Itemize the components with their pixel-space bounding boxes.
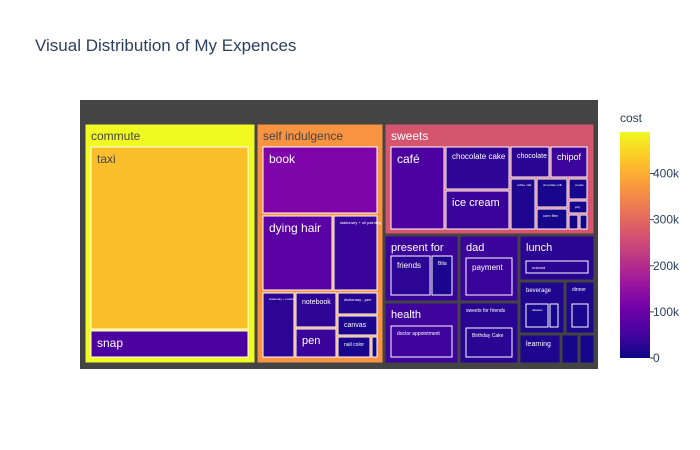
- colorbar-tick-label-2: 200k: [653, 259, 680, 273]
- item-dictionary-pen-1-5-label: dictionary - pen: [344, 297, 371, 302]
- colorbar-tick-label-3: 300k: [653, 213, 680, 227]
- item-book-1-0-tile[interactable]: [262, 146, 378, 214]
- item-cookie-2-7-tile[interactable]: [568, 178, 588, 200]
- group-beverage-8-label: beverage: [526, 288, 552, 294]
- item-birthday-cake-7-0-label: Birthday Cake: [472, 333, 504, 339]
- item-chocolate-2-2-tile[interactable]: [510, 146, 550, 178]
- group-dad-4-label: dad: [466, 242, 484, 254]
- treemap-tiles: commute taxi snap self indulgence book dying …: [84, 123, 595, 364]
- item-chocolate-cake-2-1-tile[interactable]: [445, 146, 510, 190]
- item-dalaster-8-0-label: dalaster: [532, 308, 543, 312]
- item-caf-2-0-tile[interactable]: [390, 146, 445, 230]
- item-cookie-2-7-label: cookie: [575, 183, 584, 187]
- colorbar: cost 0 100k 200k 300k 400k: [620, 111, 680, 365]
- item-pen-1-7-label: pen: [302, 335, 320, 347]
- item-unlabeled-2-10-tile[interactable]: [568, 214, 579, 230]
- item-doctor-appointment-6-0-tile[interactable]: [390, 325, 453, 358]
- item-pen-1-7-tile[interactable]: [295, 328, 337, 358]
- item-notebook-1-4-tile[interactable]: [295, 292, 337, 328]
- item-stationary-oil-painting-1-2-tile[interactable]: [333, 215, 378, 291]
- item-coffee-milk-2-5-label: coffee milk: [517, 183, 532, 187]
- colorbar-title: cost: [620, 111, 643, 125]
- item-unlabeled-8-1-tile[interactable]: [549, 303, 559, 328]
- group-unlabeled-11-tile[interactable]: [561, 334, 579, 364]
- item-chocolate-milk-2-6-tile[interactable]: [536, 178, 568, 208]
- group-sweets-for-friends-7-label: sweets for friends: [466, 308, 506, 314]
- group-lunch-5-label: lunch: [526, 242, 552, 254]
- item-unlabeled-1-9-tile[interactable]: [371, 336, 378, 358]
- item-corn-flex-2-9-label: corn flex: [543, 213, 558, 218]
- item-unlabeled-9-0-tile[interactable]: [571, 303, 589, 328]
- item-dalaster-8-0-tile[interactable]: [525, 303, 549, 328]
- item-book-1-0-label: book: [269, 152, 296, 166]
- item-jelly-2-8-tile[interactable]: [568, 200, 588, 214]
- item-doctor-appointment-6-0-label: doctor appointment: [397, 331, 440, 337]
- group-learning-10-tile[interactable]: [519, 334, 561, 364]
- chart-title: Visual Distribution of My Expences: [35, 36, 296, 55]
- item-chocolate-milk-2-6-label: chocolate milk: [543, 183, 563, 187]
- item-unicard-5-0-label: unicard: [532, 265, 545, 270]
- item-dying-hair-1-1-tile[interactable]: [262, 215, 333, 291]
- item-snap-0-1-tile[interactable]: [90, 330, 249, 358]
- item-bita-3-1-tile[interactable]: [431, 255, 453, 296]
- item-chipof-2-3-label: chipof: [557, 152, 582, 162]
- item-canvas-1-6-tile[interactable]: [337, 315, 378, 336]
- item-stationary-notebook-1-3-tile[interactable]: [262, 292, 295, 358]
- item-ice-cream-2-4-label: ice cream: [452, 197, 500, 209]
- item-chocolate-2-2-label: chocolate: [517, 153, 547, 160]
- item-friends-3-0-tile[interactable]: [390, 255, 431, 296]
- item-stationary-notebook-1-3-label: stationary + notebook: [269, 297, 298, 301]
- colorbar-gradient: [620, 132, 650, 358]
- item-taxi-0-0-label: taxi: [97, 152, 116, 166]
- item-dictionary-pen-1-5-tile[interactable]: [337, 292, 378, 315]
- group-self-indulgence-1-label: self indulgence: [263, 129, 343, 143]
- item-unlabeled-2-11-tile[interactable]: [579, 214, 588, 230]
- group-sweets-2-label: sweets: [391, 129, 428, 143]
- item-chipof-2-3-tile[interactable]: [550, 146, 588, 178]
- item-notebook-1-4-label: notebook: [302, 299, 331, 306]
- item-corn-flex-2-9-tile[interactable]: [536, 208, 568, 230]
- item-payment-4-0-label: payment: [472, 263, 503, 272]
- item-caf-2-0-label: café: [397, 152, 420, 166]
- item-ice-cream-2-4-tile[interactable]: [445, 190, 510, 230]
- colorbar-tick-label-4: 400k: [653, 167, 680, 181]
- group-dinner-9-label: dinner: [572, 287, 586, 293]
- item-bita-3-1-label: Bita: [438, 261, 447, 267]
- item-payment-4-0-tile[interactable]: [465, 257, 513, 296]
- group-commute-0-label: commute: [91, 129, 141, 143]
- item-chocolate-cake-2-1-label: chocolate cake: [452, 152, 506, 161]
- colorbar-tick-label-0: 0: [653, 351, 660, 365]
- item-taxi-0-0-tile[interactable]: [90, 146, 249, 330]
- group-learning-10-label: learning: [526, 341, 551, 348]
- item-nail-color-1-8-tile[interactable]: [337, 336, 371, 358]
- item-stationary-oil-painting-1-2-label: stationary + oil painting: [340, 220, 381, 225]
- colorbar-tick-label-1: 100k: [653, 305, 680, 319]
- item-dying-hair-1-1-label: dying hair: [269, 221, 321, 235]
- item-canvas-1-6-label: canvas: [344, 322, 367, 329]
- item-coffee-milk-2-5-tile[interactable]: [510, 178, 536, 230]
- group-present-for-3-label: present for: [391, 242, 444, 254]
- item-friends-3-0-label: friends: [397, 261, 421, 270]
- item-birthday-cake-7-0-tile[interactable]: [465, 327, 513, 358]
- item-nail-color-1-8-label: nail color: [344, 342, 364, 348]
- item-jelly-2-8-label: jelly: [574, 205, 581, 209]
- colorbar-ticks: 0 100k 200k 300k 400k: [650, 167, 680, 365]
- group-health-6-label: health: [391, 309, 421, 321]
- group-unlabeled-12-tile[interactable]: [579, 334, 595, 364]
- item-unicard-5-0-tile[interactable]: [525, 260, 589, 274]
- item-snap-0-1-label: snap: [97, 336, 123, 350]
